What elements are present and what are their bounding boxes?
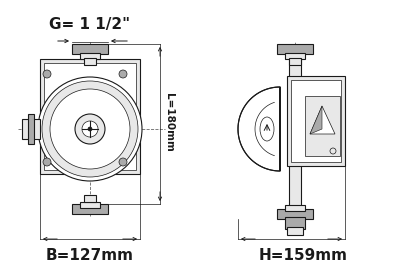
Bar <box>287 227 303 235</box>
Text: G= 1 1/2": G= 1 1/2" <box>50 16 131 32</box>
Circle shape <box>82 121 98 137</box>
Bar <box>80 53 100 59</box>
Bar <box>84 58 96 65</box>
Bar <box>285 53 305 59</box>
Polygon shape <box>238 87 280 171</box>
Bar <box>289 57 301 212</box>
Circle shape <box>330 148 336 154</box>
Text: L=180mm: L=180mm <box>164 93 174 152</box>
Bar <box>277 209 313 219</box>
Bar <box>80 202 100 208</box>
Circle shape <box>50 89 130 169</box>
Circle shape <box>119 70 127 78</box>
Bar <box>285 217 305 229</box>
Bar <box>28 114 34 144</box>
Bar <box>277 44 313 54</box>
Bar <box>40 59 140 174</box>
Bar <box>22 119 40 139</box>
Bar <box>44 63 136 170</box>
Bar <box>305 96 340 156</box>
Circle shape <box>38 77 142 181</box>
Bar <box>289 58 301 65</box>
Text: B=127mm: B=127mm <box>46 249 134 264</box>
Bar <box>72 44 108 54</box>
Bar <box>84 195 96 202</box>
Circle shape <box>42 81 138 177</box>
Circle shape <box>43 158 51 166</box>
Circle shape <box>43 70 51 78</box>
Polygon shape <box>310 106 322 134</box>
Text: H=159mm: H=159mm <box>259 249 348 264</box>
Bar <box>287 76 345 166</box>
Polygon shape <box>310 106 335 134</box>
Circle shape <box>119 158 127 166</box>
Circle shape <box>75 114 105 144</box>
Bar <box>285 205 305 211</box>
Bar <box>291 80 341 162</box>
Circle shape <box>88 127 92 131</box>
Bar <box>72 204 108 214</box>
